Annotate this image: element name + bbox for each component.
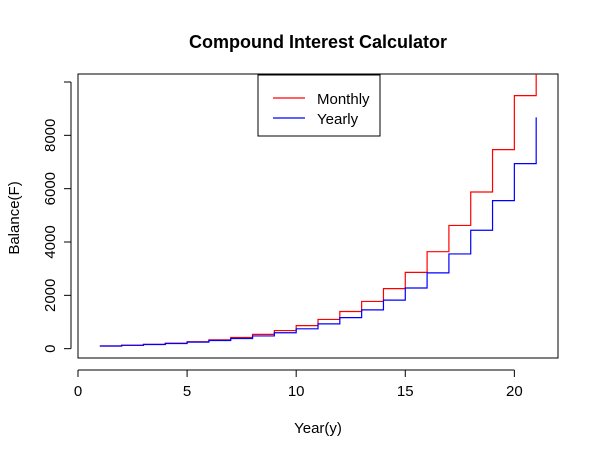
x-tick-label: 15 — [397, 383, 414, 400]
x-axis-title: Year(y) — [294, 420, 342, 437]
series-line-yearly — [99, 117, 537, 347]
plot-frame — [77, 73, 559, 359]
x-axis: 0 5 10 15 20 — [74, 369, 523, 400]
x-tick-label: 5 — [183, 383, 191, 400]
x-tick-label: 0 — [74, 383, 82, 400]
y-axis-title: Balance(F) — [6, 181, 23, 254]
y-tick-label: 0 — [42, 344, 59, 352]
legend-box — [257, 74, 381, 137]
legend-label-monthly: Monthly — [317, 91, 370, 108]
legend: Monthly Yearly — [257, 74, 381, 137]
x-tick-label: 20 — [506, 383, 523, 400]
y-axis: 0 2000 4000 6000 8000 — [42, 81, 72, 353]
series-group — [99, 74, 537, 347]
legend-label-yearly: Yearly — [317, 111, 359, 128]
x-tick-label: 10 — [288, 383, 305, 400]
y-tick-label: 4000 — [42, 225, 59, 258]
y-tick-label: 8000 — [42, 119, 59, 152]
chart-title: Compound Interest Calculator — [189, 32, 447, 52]
y-tick-label: 6000 — [42, 172, 59, 205]
y-tick-label: 2000 — [42, 279, 59, 312]
